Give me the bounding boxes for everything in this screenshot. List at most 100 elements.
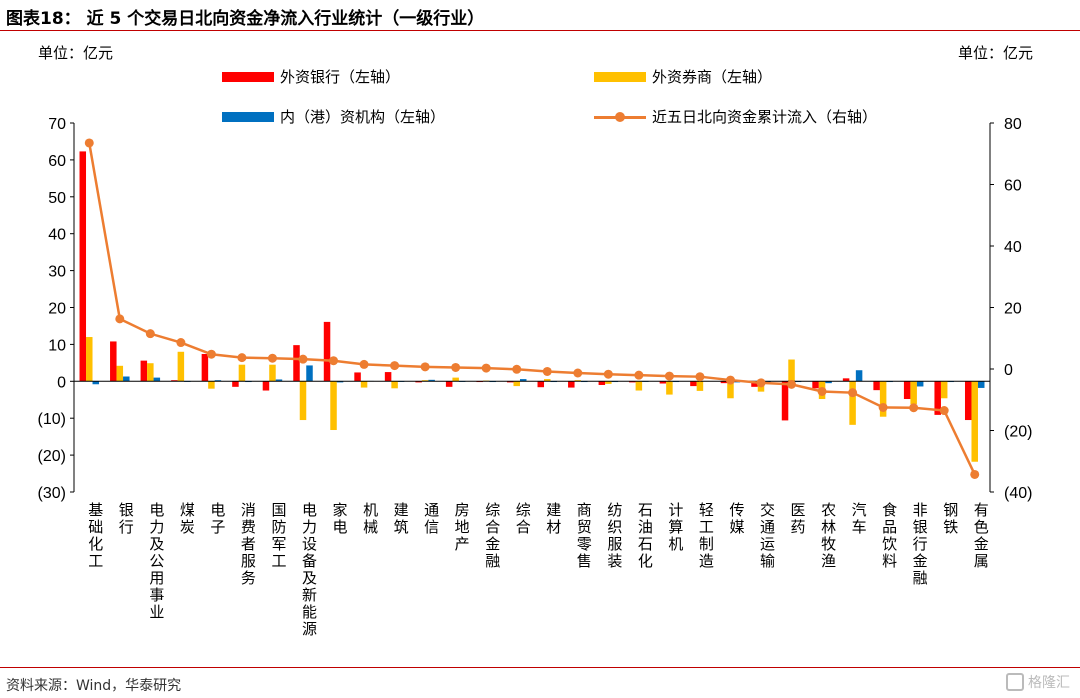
bar: [452, 377, 459, 382]
cumulative-point: [481, 363, 491, 373]
bar: [428, 379, 435, 382]
bar: [336, 381, 344, 383]
cumulative-point: [542, 366, 552, 376]
bar: [421, 380, 429, 382]
bar: [238, 364, 246, 382]
cumulative-point: [84, 138, 94, 148]
cumulative-point: [664, 371, 674, 381]
right-tick-label: 40: [1004, 239, 1022, 256]
category-label: 交通运输: [758, 501, 776, 570]
title-rule: [0, 30, 1080, 31]
bar: [275, 379, 283, 382]
left-unit-label: 单位：亿元: [38, 44, 114, 62]
category-label: 综合金融: [483, 502, 501, 570]
source-note: 资料来源：Wind，华泰研究: [6, 678, 182, 694]
bar: [574, 380, 582, 382]
bar: [116, 365, 124, 382]
category-label: 电子: [208, 502, 226, 536]
left-tick-label: (20): [38, 448, 66, 465]
bar: [690, 381, 697, 387]
bar: [299, 381, 307, 421]
legend-label-foreign-bank: 外资银行（左轴）: [280, 68, 401, 86]
chart-title: 图表18： 近 5 个交易日北向资金净流入行业统计（一级行业）: [6, 9, 485, 29]
bar: [110, 341, 117, 382]
bar: [727, 381, 734, 399]
category-label: 家电: [331, 502, 349, 536]
left-tick-label: 70: [48, 116, 66, 133]
bar: [964, 381, 972, 421]
bar: [123, 376, 130, 382]
legend-label-cumulative: 近五日北向资金累计流入（右轴）: [652, 108, 878, 126]
cumulative-point: [939, 406, 949, 416]
bar: [842, 378, 850, 382]
bar: [879, 381, 887, 417]
bar: [323, 321, 331, 382]
bar: [262, 381, 270, 391]
bar: [153, 377, 161, 382]
bar: [140, 360, 148, 382]
bar: [513, 381, 520, 387]
bar: [544, 379, 551, 382]
category-label: 食品饮料: [880, 502, 898, 570]
bar: [720, 381, 728, 384]
legend-label-hk-institution: 内（港）资机构（左轴）: [280, 108, 446, 126]
bar: [177, 351, 185, 382]
left-tick-label: 10: [48, 337, 66, 354]
bar: [519, 379, 527, 382]
right-tick-label: 60: [1004, 178, 1022, 195]
bar: [568, 381, 575, 388]
bar: [269, 364, 276, 382]
watermark-text: 格隆汇: [1028, 675, 1070, 691]
legend-swatch-cumulative: [594, 111, 646, 122]
legend-item-foreign-broker: 外资券商（左轴）: [594, 66, 772, 87]
bar: [903, 381, 911, 400]
cumulative-point: [237, 353, 247, 363]
left-tick-label: (10): [38, 411, 66, 428]
cumulative-point: [634, 370, 644, 380]
cumulative-point: [756, 378, 766, 388]
cumulative-line: [88, 142, 976, 476]
bar: [201, 353, 209, 382]
category-label: 房地产: [453, 502, 471, 553]
bar: [751, 381, 758, 387]
category-label: 商贸零售: [575, 502, 593, 570]
category-label: 银行: [117, 502, 135, 536]
legend-label-foreign-broker: 外资券商（左轴）: [652, 68, 773, 86]
category-label: 通信: [422, 502, 440, 536]
bar: [916, 381, 924, 387]
cumulative-point: [725, 375, 735, 385]
cumulative-point: [970, 469, 980, 479]
category-label: 纺织服装: [605, 502, 623, 570]
cumulative-point: [848, 388, 858, 398]
cumulative-point: [115, 314, 125, 324]
category-label: 医药: [789, 502, 807, 536]
bar: [86, 337, 93, 382]
bar: [812, 381, 819, 389]
cumulative-point: [573, 368, 583, 378]
cumulative-point: [878, 402, 888, 412]
category-label: 电力及公用事业: [147, 502, 165, 621]
category-label: 汽车: [850, 502, 868, 536]
legend-swatch-hk-institution: [222, 111, 274, 122]
legend-item-hk-institution: 内（港）资机构（左轴）: [222, 106, 445, 127]
cumulative-point: [787, 379, 797, 389]
bar: [354, 372, 361, 382]
cumulative-point: [329, 356, 339, 366]
cumulative-point: [817, 386, 827, 396]
cumulative-point: [267, 353, 277, 363]
category-label: 钢铁: [941, 502, 959, 536]
legend-swatch-foreign-broker: [594, 71, 646, 82]
cumulative-point: [206, 349, 216, 359]
category-label: 有色金属: [972, 502, 990, 570]
left-tick-label: 30: [48, 264, 66, 281]
bar: [825, 381, 832, 384]
legend-item-cumulative: 近五日北向资金累计流入（右轴）: [594, 106, 877, 127]
cumulative-point: [298, 354, 308, 364]
bar: [92, 381, 100, 385]
bar: [659, 381, 667, 384]
category-label: 煤炭: [178, 502, 196, 536]
right-tick-label: (20): [1004, 424, 1032, 441]
category-label: 消费者服务: [239, 502, 257, 587]
right-tick-label: 20: [1004, 301, 1022, 318]
